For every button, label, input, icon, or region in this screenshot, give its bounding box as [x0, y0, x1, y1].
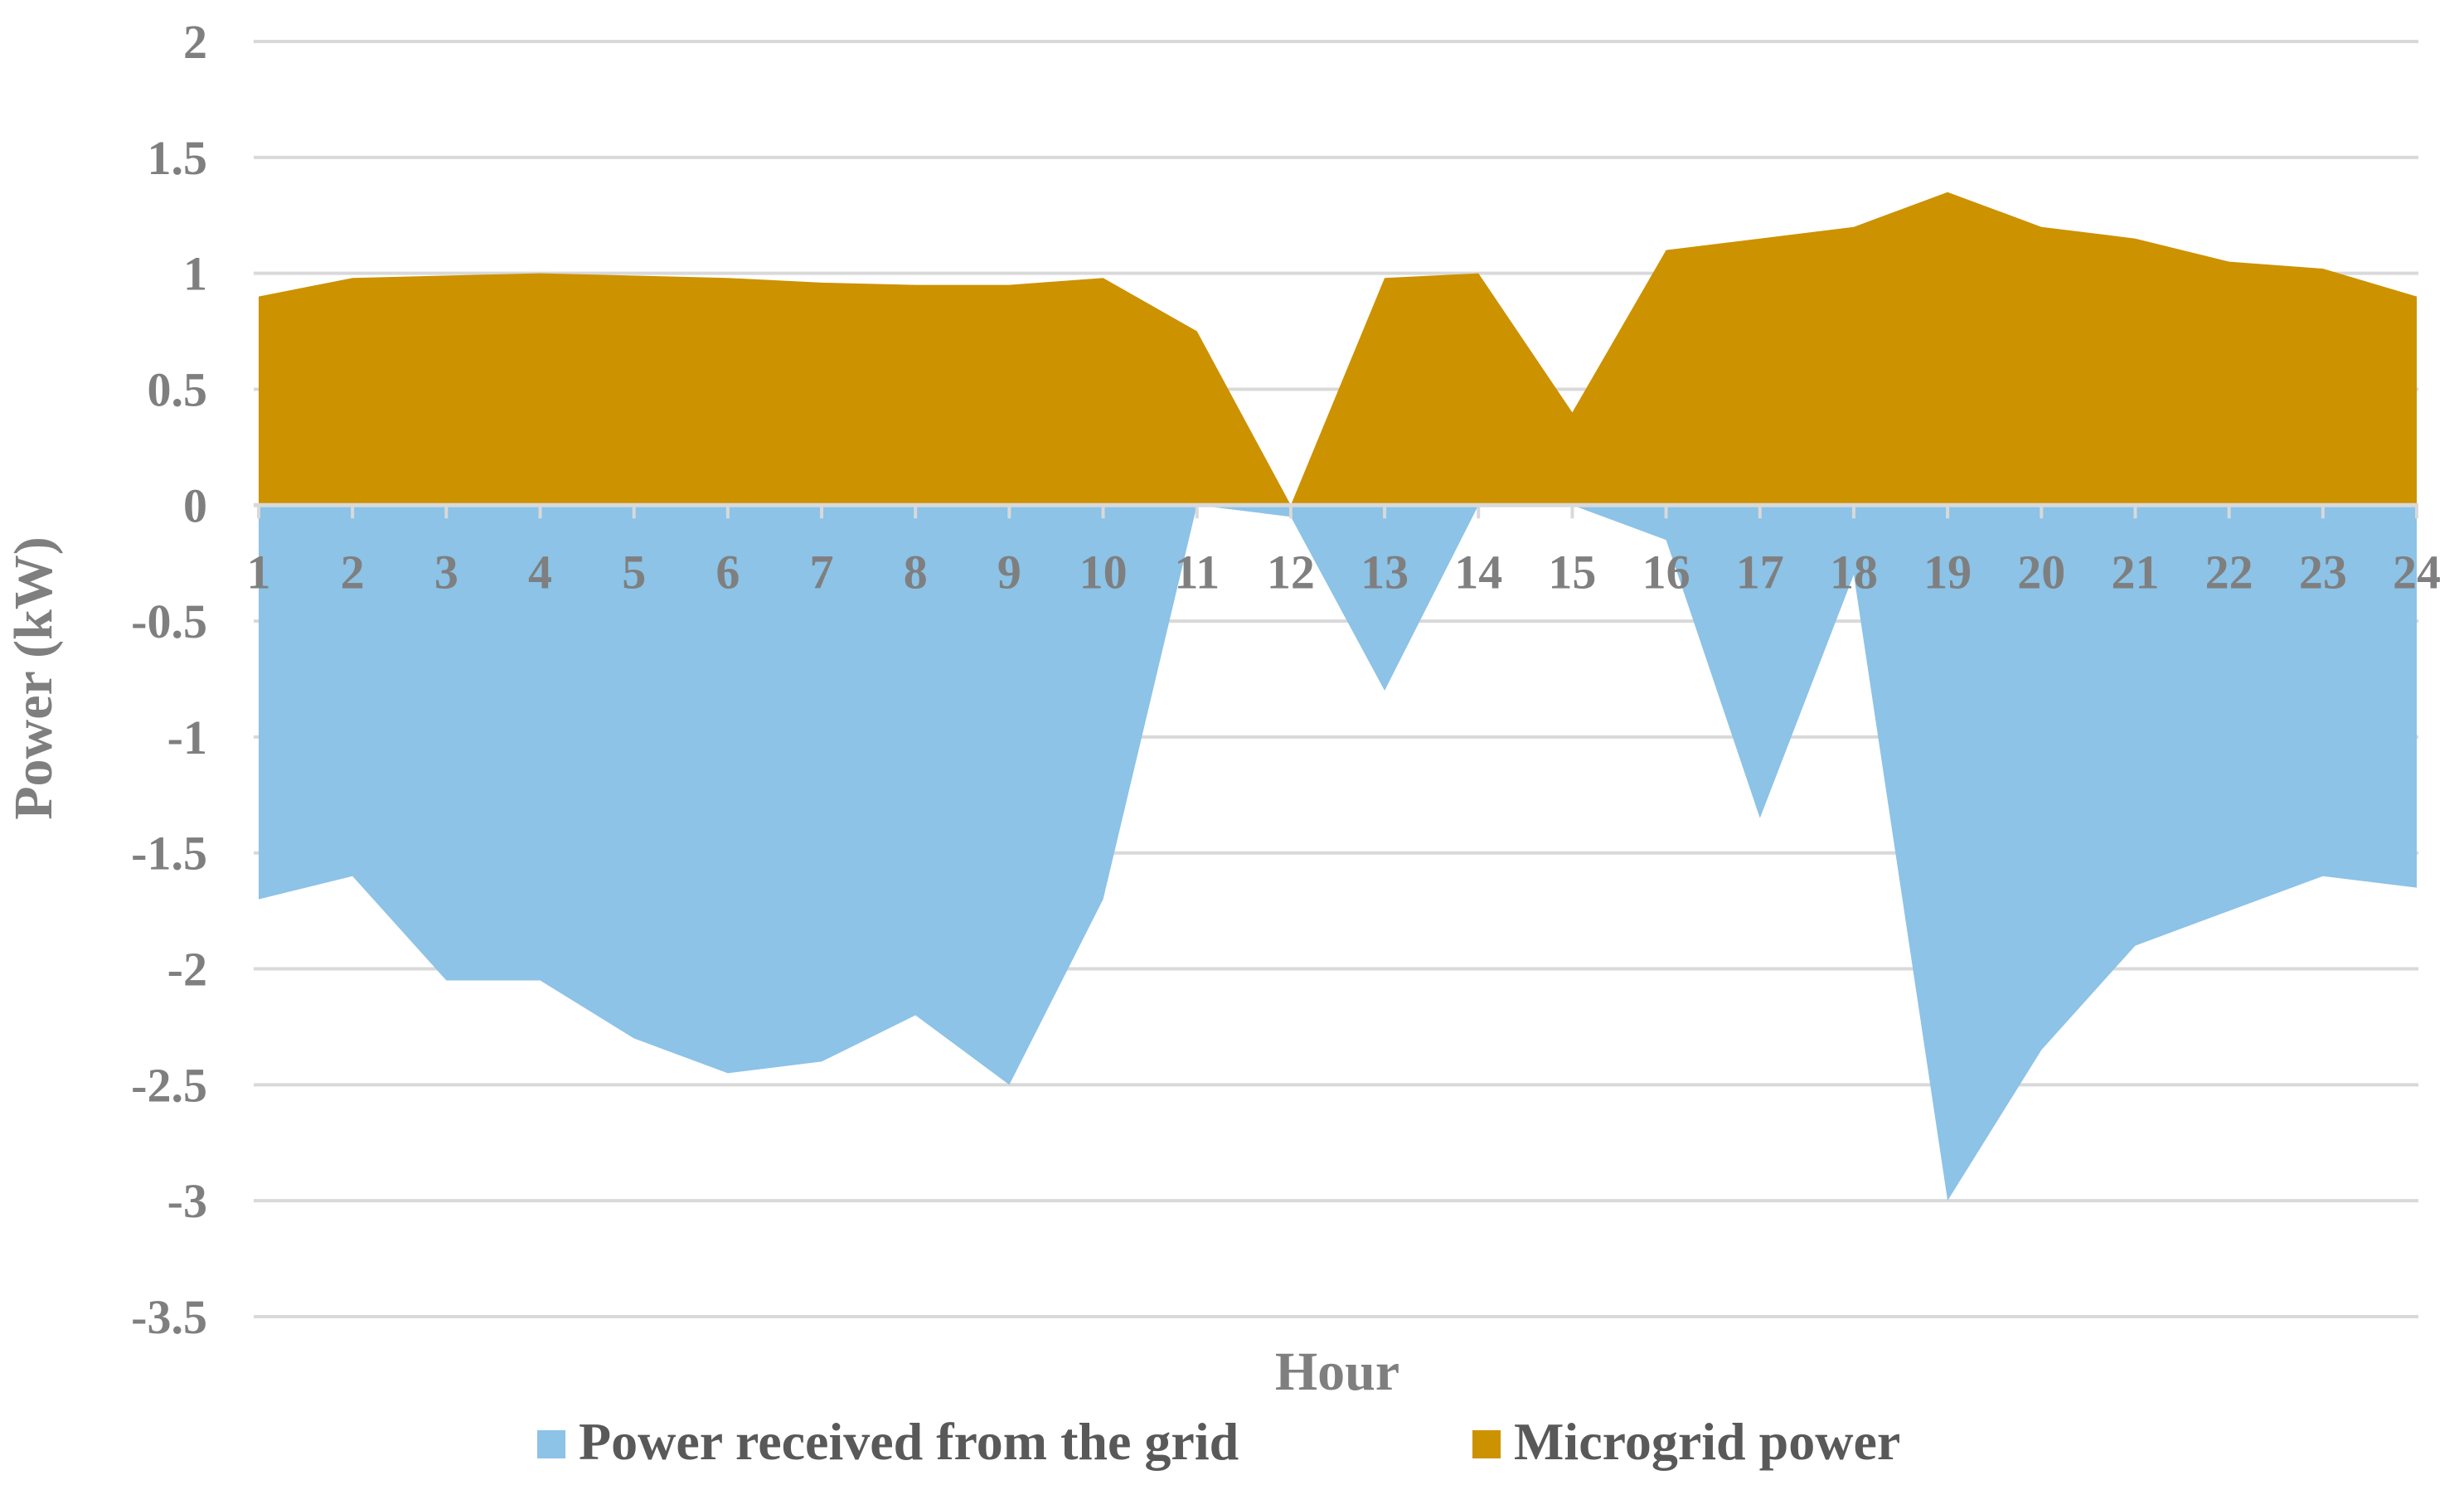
x-tick-label: 12	[1267, 545, 1315, 599]
y-tick-label: 1	[183, 247, 207, 301]
x-tick-label: 11	[1174, 545, 1220, 599]
y-tick-label: -1	[167, 711, 207, 764]
legend-label-grid: Power received from the grid	[579, 1412, 1239, 1471]
x-tick-label: 4	[528, 545, 552, 599]
x-tick-labels: 1 2 3 4 5 6 7 8 9 10 11 12 13 14 15 16 17 18 19 20 21 22 23 24	[247, 545, 2442, 599]
x-tick-label: 24	[2393, 545, 2441, 599]
y-tick-label: -0.5	[131, 594, 207, 648]
y-tick-label: 2	[183, 15, 207, 69]
x-tick-label: 22	[2205, 545, 2253, 599]
y-axis-title: Power (kW)	[3, 536, 64, 820]
legend-swatch-grid	[537, 1430, 565, 1458]
y-tick-label: 1.5	[148, 131, 208, 185]
y-tick-labels: 2 1.5 1 0.5 0 -0.5 -1 -1.5 -2 -2.5 -3 -3.5	[131, 15, 207, 1344]
x-tick-label: 23	[2299, 545, 2347, 599]
x-tick-label: 19	[1923, 545, 1972, 599]
x-tick-label: 9	[997, 545, 1021, 599]
x-axis-title: Hour	[1275, 1342, 1399, 1402]
x-tick-label: 14	[1454, 545, 1502, 599]
x-tick-label: 6	[715, 545, 740, 599]
x-tick-label: 20	[2017, 545, 2065, 599]
y-tick-label: -3.5	[131, 1290, 207, 1344]
x-tick-label: 10	[1079, 545, 1128, 599]
y-tick-label: -2.5	[131, 1058, 207, 1112]
x-tick-label: 3	[434, 545, 458, 599]
x-tick-label: 17	[1736, 545, 1784, 599]
x-tick-label: 5	[622, 545, 646, 599]
y-tick-label: 0	[183, 478, 207, 532]
legend-label-microgrid: Microgrid power	[1514, 1412, 1900, 1471]
x-tick-label: 13	[1361, 545, 1409, 599]
x-tick-label: 8	[904, 545, 928, 599]
x-tick-label: 18	[1830, 545, 1878, 599]
area-series-grid-power	[259, 505, 2417, 1201]
legend: Power received from the grid Microgrid p…	[537, 1412, 1900, 1471]
x-tick-label: 21	[2111, 545, 2159, 599]
y-tick-label: -2	[167, 943, 207, 997]
y-tick-label: -3	[167, 1174, 207, 1228]
area-series-microgrid-power	[259, 192, 2417, 506]
legend-swatch-microgrid	[1472, 1430, 1501, 1458]
x-tick-label: 16	[1642, 545, 1690, 599]
y-tick-label: -1.5	[131, 827, 207, 881]
x-tick-label: 2	[341, 545, 365, 599]
plot-areas	[259, 192, 2417, 1201]
x-tick-label: 7	[810, 545, 834, 599]
zero-axis	[254, 502, 2418, 519]
x-tick-label: 15	[1548, 545, 1596, 599]
y-tick-label: 0.5	[148, 362, 208, 416]
x-tick-label: 1	[247, 545, 271, 599]
